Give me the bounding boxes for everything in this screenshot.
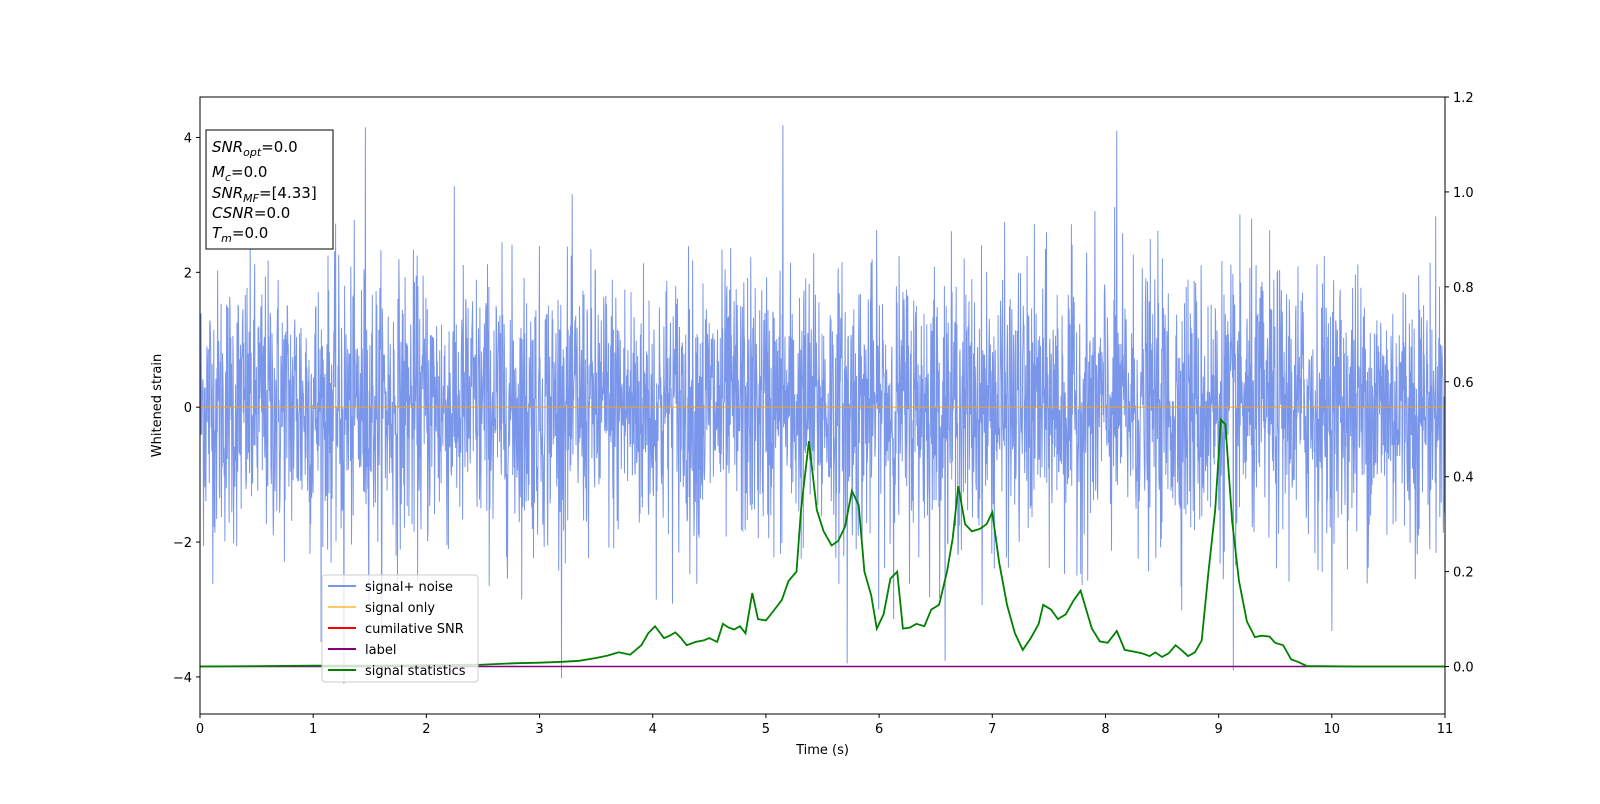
axes-layer: 0 1 2 3 4 5 6 7 8 9 10 11 −4 −2 0 2 4 0.0 0.2 0.4 0.6 0.8 1.0 1… — [150, 91, 1474, 758]
annotation-value: =0.0 — [261, 138, 297, 156]
annotation-subscript: c — [225, 171, 231, 184]
plot-frame — [199, 96, 1446, 715]
annotation-value: =0.0 — [254, 204, 290, 222]
y-tick-label: −2 — [173, 536, 192, 551]
annotation-line: Mc=0.0 — [212, 163, 267, 184]
x-tick-label: 6 — [875, 722, 883, 737]
legend-label: label — [365, 643, 396, 658]
x-tick-label: 1 — [309, 722, 317, 737]
y2-tick-label: 1.2 — [1453, 91, 1474, 106]
annotation-box: SNRopt=0.0Mc=0.0SNRMF=[4.33]CSNR=0.0Tm=0… — [205, 129, 334, 250]
x-tick-label: 4 — [649, 722, 657, 737]
annotation-symbol: T — [212, 224, 223, 242]
annotation-symbol: M — [212, 163, 225, 181]
x-tick-label: 3 — [535, 722, 543, 737]
legend-frame — [321, 574, 479, 683]
annotation-subscript: opt — [243, 146, 262, 159]
annotation-line: CSNR=0.0 — [212, 204, 290, 222]
annotation-line: SNRopt=0.0 — [212, 138, 298, 159]
x-tick-label: 8 — [1101, 722, 1109, 737]
y-axis-label: Whitened strain — [150, 354, 165, 457]
legend-label: cumilative SNR — [365, 622, 464, 637]
legend: signal+ noise signal only cumilative SNR la… — [321, 574, 479, 683]
annotation-line: Tm=0.0 — [212, 224, 268, 245]
annotation-subscript: m — [221, 232, 232, 245]
x-tick-label: 5 — [762, 722, 770, 737]
x-axis-label: Time (s) — [795, 743, 849, 758]
y-tick-label: 2 — [184, 266, 192, 281]
y-tick-label: 4 — [184, 131, 192, 146]
x-tick-label: 10 — [1324, 722, 1341, 737]
x-tick-label: 9 — [1214, 722, 1222, 737]
y2-tick-label: 0.6 — [1453, 376, 1474, 391]
annotation-value: =0.0 — [232, 224, 268, 242]
series-line-4 — [199, 417, 1445, 668]
noise-series-layer — [199, 125, 1446, 684]
annotation-frame — [205, 129, 334, 250]
x-tick-label: 2 — [422, 722, 430, 737]
y2-tick-label: 1.0 — [1453, 186, 1474, 201]
legend-label: signal+ noise — [365, 580, 453, 595]
annotation-line: SNRMF=[4.33] — [212, 184, 317, 205]
x-tick-label: 11 — [1437, 722, 1454, 737]
annotation-value: =[4.33] — [259, 184, 317, 202]
y-tick-label: −4 — [173, 671, 192, 686]
y-tick-label: 0 — [184, 401, 192, 416]
annotation-value: =0.0 — [231, 163, 267, 181]
y2-tick-label: 0.8 — [1453, 281, 1474, 296]
y2-tick-label: 0.2 — [1453, 566, 1474, 581]
series-signal-noise-line — [199, 125, 1446, 684]
annotation-subscript: MF — [243, 192, 259, 205]
annotation-symbol: CSNR — [212, 204, 254, 222]
legend-label: signal statistics — [365, 664, 466, 679]
annotation-symbol: SNR — [212, 138, 243, 156]
y2-tick-label: 0.0 — [1453, 661, 1474, 676]
x-tick-label: 0 — [196, 722, 204, 737]
y2-tick-label: 0.4 — [1453, 471, 1474, 486]
annotation-symbol: SNR — [212, 184, 243, 202]
x-tick-label: 7 — [988, 722, 996, 737]
legend-label: signal only — [365, 601, 435, 616]
